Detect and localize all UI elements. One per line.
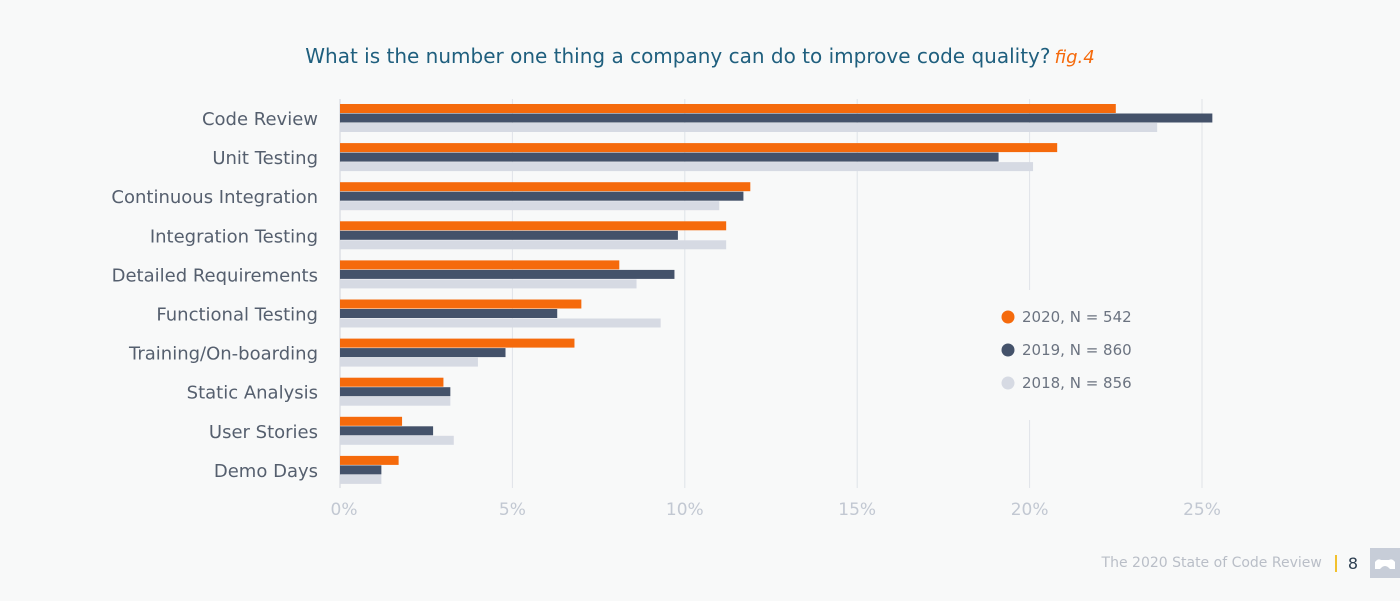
bar-2020-detailed-requirements — [340, 260, 620, 270]
bar-2018-continuous-integration — [340, 201, 720, 211]
bar-2019-training-on-boarding — [340, 348, 506, 358]
bar-2019-integration-testing — [340, 230, 678, 240]
title-text: What is the number one thing a company c… — [305, 44, 1051, 68]
category-label: Code Review — [202, 109, 318, 130]
legend-label: 2019, N = 860 — [1022, 341, 1132, 359]
footer-divider — [1334, 554, 1337, 572]
bar-2018-user-stories — [340, 435, 454, 445]
x-tick-label: 15% — [838, 500, 876, 520]
bar-2018-code-review — [340, 123, 1158, 132]
legend-marker-2019 — [1001, 343, 1015, 357]
page-number: 8 — [1347, 553, 1358, 573]
bar-2018-integration-testing — [340, 240, 727, 250]
legend-marker-2020 — [1001, 310, 1015, 324]
category-label: Detailed Requirements — [112, 265, 318, 286]
category-label: User Stories — [209, 422, 318, 443]
bar-2018-detailed-requirements — [340, 279, 637, 289]
category-label: Continuous Integration — [111, 187, 318, 208]
category-label: Static Analysis — [187, 383, 318, 404]
bar-2020-integration-testing — [340, 221, 727, 231]
category-label: Integration Testing — [150, 226, 318, 247]
bar-2019-functional-testing — [340, 309, 558, 318]
bar-2020-demo-days — [340, 455, 399, 465]
bar-2019-continuous-integration — [340, 191, 744, 201]
logo-icon — [1370, 548, 1400, 578]
chart-title: What is the number one thing a company c… — [0, 44, 1400, 68]
fig-label: fig.4 — [1054, 47, 1095, 68]
category-label: Demo Days — [214, 461, 318, 482]
bar-2020-continuous-integration — [340, 182, 751, 192]
legend-label: 2018, N = 856 — [1022, 374, 1132, 392]
footer-source: The 2020 State of Code Review — [1101, 555, 1322, 571]
bar-2019-code-review — [340, 113, 1213, 123]
footer: The 2020 State of Code Review 8 — [1102, 548, 1400, 578]
bar-2019-user-stories — [340, 426, 434, 436]
bar-2018-static-analysis — [340, 396, 451, 406]
bar-2018-training-on-boarding — [340, 357, 478, 367]
legend-marker-2018 — [1001, 376, 1015, 390]
bar-2020-functional-testing — [340, 299, 582, 309]
bar-2019-demo-days — [340, 465, 382, 475]
x-tick-label: 20% — [1011, 500, 1049, 520]
category-label: Unit Testing — [212, 148, 318, 169]
bar-2020-static-analysis — [340, 377, 444, 387]
x-tick-label: 10% — [666, 500, 704, 520]
bar-2019-static-analysis — [340, 387, 451, 397]
bar-2020-code-review — [340, 104, 1116, 113]
bar-2019-unit-testing — [340, 152, 999, 162]
bar-2018-functional-testing — [340, 318, 661, 328]
x-tick-label: 25% — [1183, 500, 1221, 520]
bar-2020-training-on-boarding — [340, 338, 575, 348]
bar-2020-unit-testing — [340, 143, 1058, 153]
bar-2019-detailed-requirements — [340, 269, 675, 279]
legend-label: 2020, N = 542 — [1022, 308, 1132, 326]
bar-2018-demo-days — [340, 474, 382, 484]
category-label: Functional Testing — [156, 305, 318, 326]
x-tick-label: 0% — [331, 500, 358, 520]
bar-2020-user-stories — [340, 416, 403, 426]
x-tick-label: 5% — [499, 500, 526, 520]
category-label: Training/On-boarding — [128, 344, 318, 365]
bar-2018-unit-testing — [340, 162, 1034, 172]
